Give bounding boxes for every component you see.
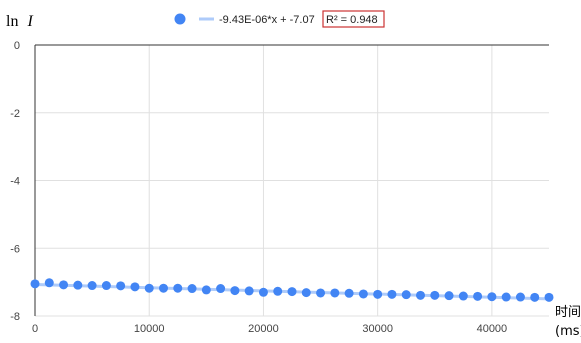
data-point: [515, 292, 525, 302]
data-point: [458, 291, 468, 301]
data-point: [316, 288, 326, 298]
data-point: [59, 280, 69, 290]
r-squared-box: [322, 10, 385, 28]
data-point: [187, 284, 197, 294]
data-point: [230, 286, 240, 296]
data-point: [144, 283, 154, 293]
data-point: [116, 281, 126, 291]
data-point: [358, 289, 368, 299]
tick-labels: 0 -2 -4 -6 -8 0 10000 20000 30000 40000: [10, 40, 507, 335]
data-points: [30, 278, 554, 302]
data-point: [444, 291, 454, 301]
data-point: [373, 289, 383, 299]
x-axis-label-line1: 时间: [555, 305, 581, 320]
data-point: [301, 288, 311, 298]
axis-layer: [34, 44, 549, 316]
data-point: [344, 288, 354, 298]
data-point: [258, 287, 268, 297]
data-point: [216, 284, 226, 294]
data-point: [430, 290, 440, 300]
y-tick-label: -6: [10, 243, 20, 255]
y-axis-label: ln I: [6, 13, 33, 30]
x-tick-label: 10000: [134, 323, 165, 335]
data-point: [173, 283, 183, 293]
data-point: [244, 286, 254, 296]
data-point: [287, 287, 297, 297]
legend: -9.43E-06*x + -7.07 R² = 0.948: [174, 10, 385, 28]
data-point: [273, 286, 283, 296]
grid-layer: [35, 45, 549, 317]
data-point: [530, 292, 540, 302]
data-point: [501, 292, 511, 302]
x-tick-label: 0: [32, 323, 38, 335]
data-point: [87, 281, 97, 291]
x-tick-label: 40000: [477, 323, 508, 335]
data-point: [473, 291, 483, 301]
y-tick-label: -4: [10, 176, 20, 188]
trendline-equation: -9.43E-06*x + -7.07: [219, 14, 315, 26]
data-point: [487, 292, 497, 302]
data-point: [387, 289, 397, 299]
y-tick-label: -2: [10, 108, 20, 120]
data-point: [130, 282, 140, 292]
data-point: [330, 288, 340, 298]
legend-point-marker: [174, 13, 186, 25]
data-point: [544, 292, 554, 302]
data-point: [101, 281, 111, 291]
x-tick-label: 20000: [248, 323, 279, 335]
data-point: [401, 290, 411, 300]
data-point: [30, 279, 40, 289]
data-point: [416, 290, 425, 300]
data-point: [159, 283, 168, 293]
data-point: [201, 285, 211, 295]
x-axis-label-line2: (ms): [555, 324, 581, 339]
y-tick-label: 0: [14, 40, 20, 52]
data-point: [44, 278, 54, 288]
y-tick-label: -8: [10, 311, 20, 323]
data-point: [73, 280, 83, 290]
x-tick-label: 30000: [362, 323, 393, 335]
r-squared-label: R² = 0.948: [326, 14, 378, 26]
